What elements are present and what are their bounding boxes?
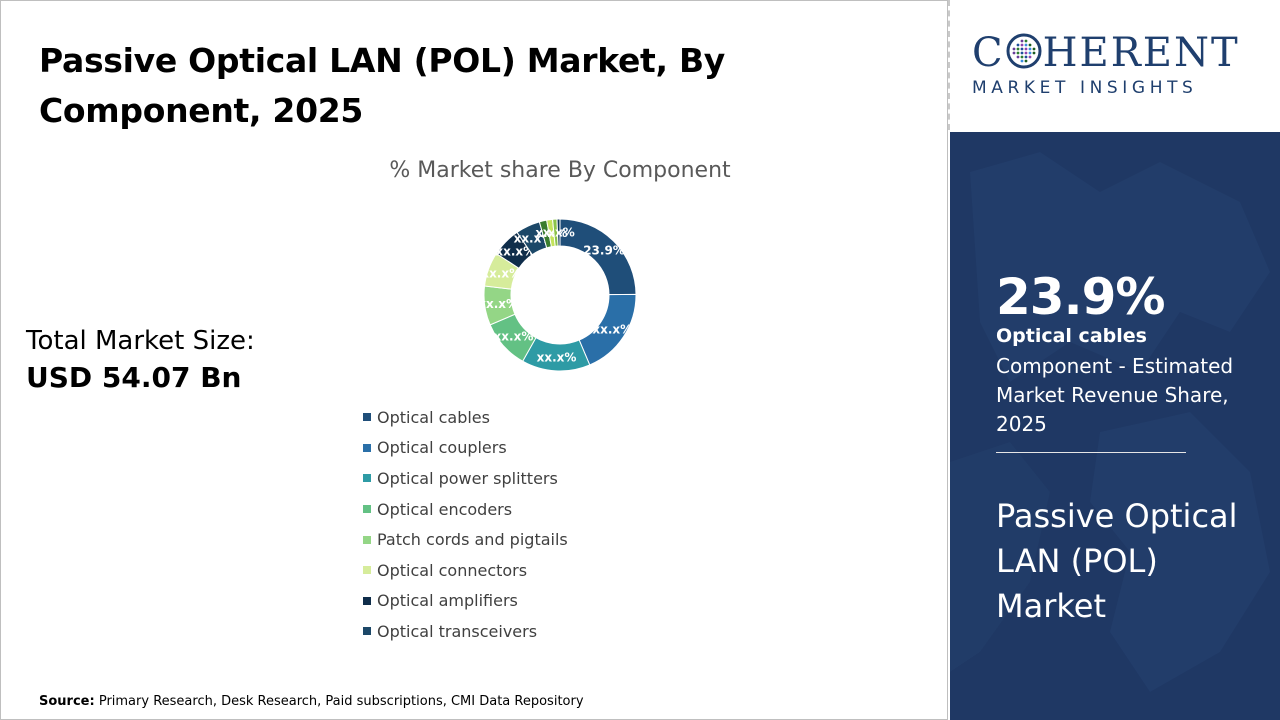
legend-label: Patch cords and pigtails [377,530,568,550]
legend-swatch [363,535,371,544]
donut-data-label: xx.x% [537,350,577,364]
source-text: Primary Research, Desk Research, Paid su… [98,694,584,709]
legend-swatch [363,566,371,575]
market-name: Passive Optical LAN (POL) Market [996,497,1238,625]
logo-wordmark: C HERENT [972,30,1240,76]
source-label: Source: [39,694,95,709]
legend-item: Patch cords and pigtails [363,524,568,555]
info-panel: C HERENT MARKET INSIGHTS 23.9% Optical ca… [950,0,1280,720]
legend-label: Optical amplifiers [377,591,518,611]
donut-data-label: xx.x% [494,330,534,344]
logo-globe-icon [1006,33,1042,69]
chart-title: % Market share By Component [389,158,731,183]
highlight-description: Component - Estimated Market Revenue Sha… [996,354,1234,436]
donut-data-label: xx.x% [481,267,521,281]
donut-data-label: xx.x% [592,322,632,336]
legend-swatch [363,627,371,636]
panel-divider [948,0,950,130]
chart-panel [0,0,948,720]
total-market-size-value: USD 54.07 Bn [26,361,242,394]
total-market-size: Total Market Size: USD 54.07 Bn [26,324,255,398]
highlight-segment: Optical cables [996,325,1147,347]
legend-label: Optical couplers [377,438,507,458]
legend-item: Optical cables [363,402,568,433]
legend-label: Optical connectors [377,560,528,580]
highlight-box: 23.9% Optical cables Component - Estimat… [950,132,1280,720]
legend-item: Optical connectors [363,555,568,586]
donut-data-label: xx.x% [478,297,518,311]
legend-swatch [363,596,371,605]
donut-data-label: x.x% [543,226,575,240]
legend-item: Optical power splitters [363,463,568,494]
highlight-value: 23.9% [996,268,1165,326]
source-note: Source: Primary Research, Desk Research,… [39,694,584,709]
chart-legend: Optical cables Optical couplers Optical po… [363,402,568,647]
legend-item: Optical transceivers [363,616,568,647]
legend-swatch [363,505,371,514]
legend-label: Optical power splitters [377,468,558,488]
donut-data-label: xx.x% [495,244,535,258]
logo-letters-herent: HERENT [1042,30,1240,76]
divider-line [996,452,1186,453]
donut-data-label: 23.9% [583,244,625,258]
legend-label: Optical cables [377,407,490,427]
legend-swatch [363,413,371,422]
legend-swatch [363,474,371,483]
legend-label: Optical encoders [377,499,513,519]
donut-slice-other [556,218,561,247]
logo-letter-c: C [972,30,1005,76]
map-background-graphic [950,152,1270,692]
donut-chart: 23.9%xx.x%xx.x%xx.x%xx.x%xx.x%xx.x%xx.x%… [478,218,637,372]
legend-swatch [363,443,371,452]
legend-item: Optical amplifiers [363,586,568,617]
legend-item: Optical couplers [363,433,568,464]
legend-label: Optical transceivers [377,621,538,641]
logo: C HERENT MARKET INSIGHTS [950,0,1280,132]
logo-tagline: MARKET INSIGHTS [972,78,1198,98]
legend-item: Optical encoders [363,494,568,525]
page-title: Passive Optical LAN (POL) Market, By Com… [39,41,726,130]
total-market-size-label: Total Market Size: [26,326,255,356]
